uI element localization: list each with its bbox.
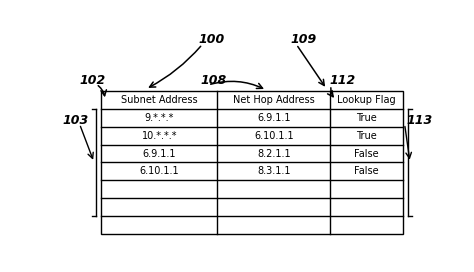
Text: 100: 100 (199, 33, 225, 46)
Text: 6.9.1.1: 6.9.1.1 (257, 113, 291, 123)
Text: 103: 103 (63, 114, 89, 127)
Text: 6.10.1.1: 6.10.1.1 (254, 131, 294, 141)
Text: 108: 108 (201, 74, 227, 87)
Text: Net Hop Address: Net Hop Address (233, 95, 315, 105)
Text: 8.3.1.1: 8.3.1.1 (257, 166, 291, 177)
Text: Subnet Address: Subnet Address (121, 95, 198, 105)
Text: 6.10.1.1: 6.10.1.1 (140, 166, 179, 177)
Text: 109: 109 (291, 33, 317, 46)
Text: 10.*.*.*: 10.*.*.* (142, 131, 177, 141)
Text: 6.9.1.1: 6.9.1.1 (143, 149, 176, 159)
Text: True: True (356, 131, 377, 141)
Text: 8.2.1.1: 8.2.1.1 (257, 149, 291, 159)
Text: True: True (356, 113, 377, 123)
Text: 102: 102 (80, 74, 106, 87)
Bar (101, 91, 403, 234)
Text: 112: 112 (329, 74, 356, 87)
Text: False: False (354, 166, 379, 177)
Text: 9.*.*.*: 9.*.*.* (145, 113, 174, 123)
Text: 113: 113 (406, 114, 433, 127)
Text: Lookup Flag: Lookup Flag (337, 95, 396, 105)
Text: False: False (354, 149, 379, 159)
